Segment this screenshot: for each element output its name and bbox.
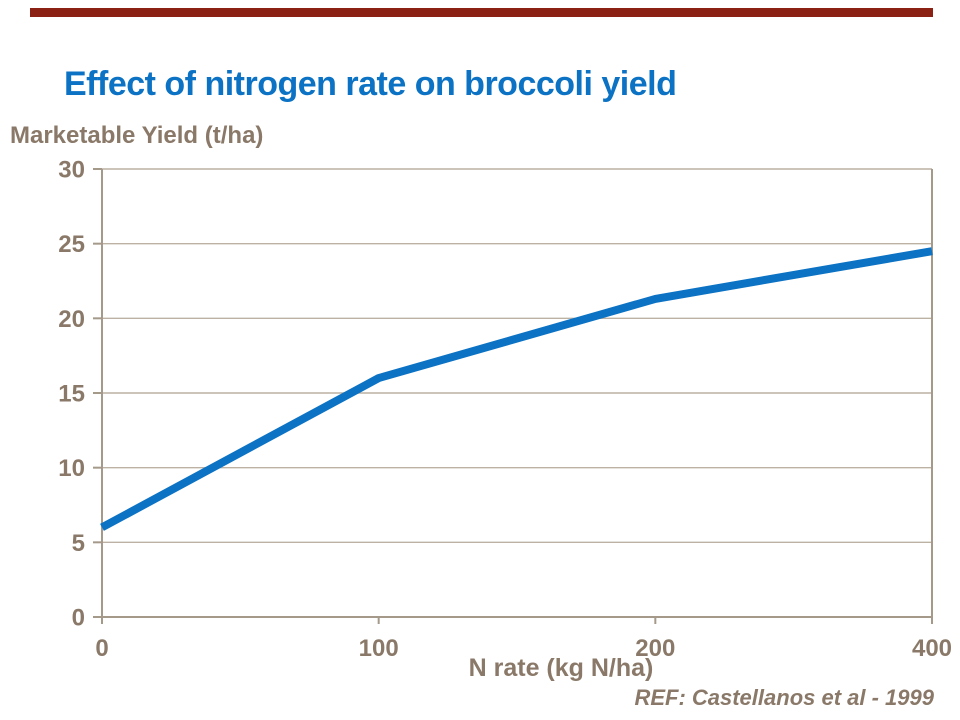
reference-citation: REF: Castellanos et al - 1999 [634, 685, 934, 710]
y-tick-label: 10 [58, 455, 85, 482]
y-tick-label: 5 [72, 530, 85, 557]
y-axis-title: Marketable Yield (t/ha) [10, 122, 264, 149]
x-tick-label: 200 [635, 635, 675, 662]
x-tick-label: 100 [359, 635, 399, 662]
y-tick-label: 0 [72, 605, 85, 632]
yield-line-series [100, 247, 933, 531]
y-tick-label: 30 [58, 157, 85, 184]
x-tick-label: 400 [912, 635, 952, 662]
y-tick-label: 20 [58, 306, 85, 333]
chart-title: Effect of nitrogen rate on broccoli yiel… [64, 65, 677, 103]
x-tick-label: 0 [95, 635, 108, 662]
x-axis-title: N rate (kg N/ha) [468, 654, 654, 682]
top-accent-bar [30, 8, 933, 17]
y-tick-label: 25 [58, 231, 85, 258]
y-tick-label: 15 [58, 381, 85, 408]
